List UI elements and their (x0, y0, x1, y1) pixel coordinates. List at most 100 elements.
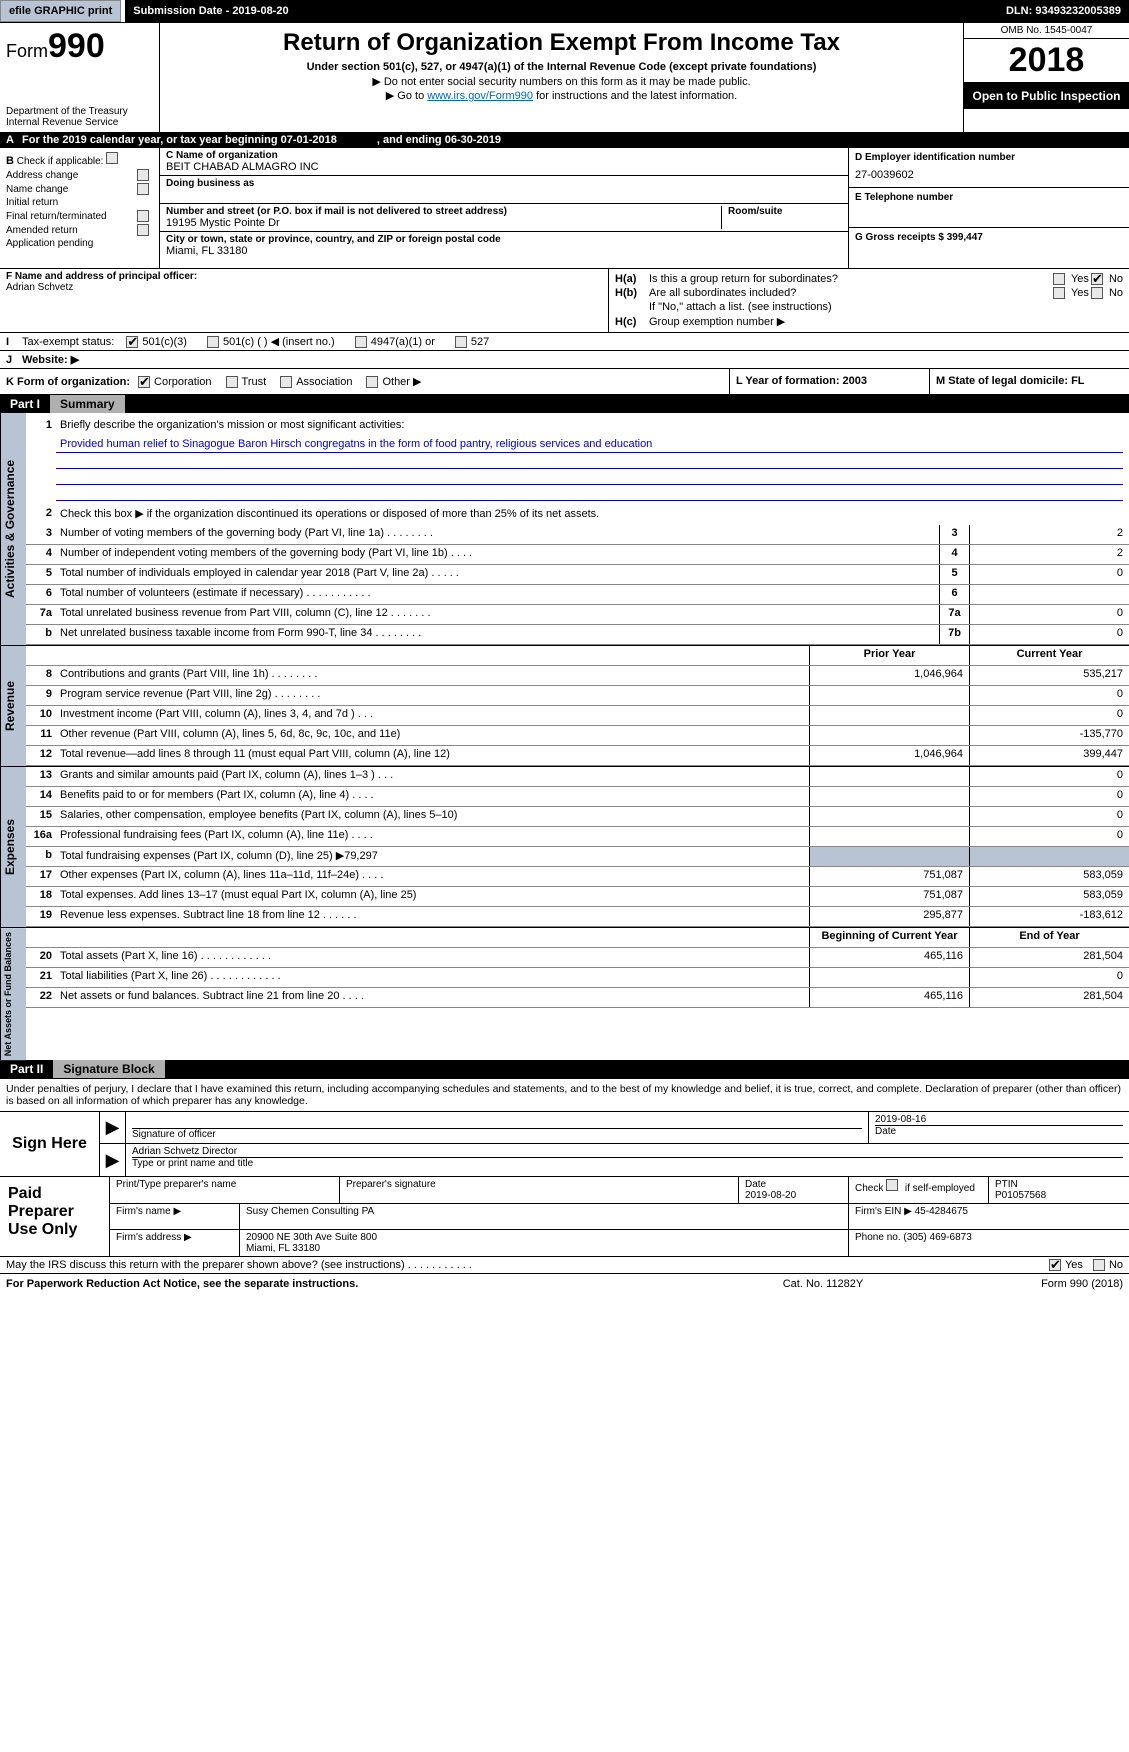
opt-501c: 501(c) ( ) ◀ (insert no.) (223, 335, 335, 348)
prep-date-value: 2019-08-20 (745, 1190, 842, 1201)
sign-date: 2019-08-16 (875, 1114, 1123, 1125)
phone-label: E Telephone number (855, 192, 1123, 203)
table-row: 12Total revenue—add lines 8 through 11 (… (26, 746, 1129, 766)
ein-label: D Employer identification number (855, 152, 1123, 163)
row-j: J Website: ▶ (0, 350, 1129, 368)
column-c: C Name of organization BEIT CHABAD ALMAG… (160, 148, 849, 268)
row-desc: Total assets (Part X, line 16) . . . . .… (56, 948, 809, 967)
row-desc: Net assets or fund balances. Subtract li… (56, 988, 809, 1007)
dba-label: Doing business as (166, 178, 842, 189)
row-current: 0 (969, 807, 1129, 826)
line-1-desc: Briefly describe the organization's miss… (56, 417, 1129, 437)
row-num: 13 (26, 767, 56, 786)
row-value: 0 (969, 625, 1129, 644)
ptin-value: P01057568 (995, 1190, 1123, 1201)
row-j-tag: J (6, 354, 22, 366)
h-a-text: Is this a group return for subordinates? (649, 273, 838, 285)
checkbox-corp[interactable] (138, 376, 150, 388)
room-label: Room/suite (728, 206, 842, 217)
checkbox-hb-yes[interactable] (1053, 287, 1065, 299)
table-row: 8Contributions and grants (Part VIII, li… (26, 666, 1129, 686)
k-form-org: K Form of organization: Corporation Trus… (0, 369, 729, 394)
checkbox-final[interactable] (137, 210, 149, 222)
form-title: Return of Organization Exempt From Incom… (168, 29, 955, 57)
checkbox-address[interactable] (137, 169, 149, 181)
row-value: 0 (969, 565, 1129, 584)
prep-name-header: Print/Type preparer's name (110, 1177, 340, 1203)
checkbox-4947[interactable] (355, 336, 367, 348)
addr-value: 19195 Mystic Pointe Dr (166, 217, 715, 229)
row-f-h: F Name and address of principal officer:… (0, 268, 1129, 332)
row-num: b (26, 847, 56, 866)
governance-section: Activities & Governance 1 Briefly descri… (0, 413, 1129, 645)
row-prior (809, 807, 969, 826)
row-desc: Salaries, other compensation, employee b… (56, 807, 809, 826)
row-current: -135,770 (969, 726, 1129, 745)
part-2-title: Signature Block (53, 1060, 164, 1078)
checkbox-ha-no[interactable] (1091, 273, 1103, 285)
table-row: 9Program service revenue (Part VIII, lin… (26, 686, 1129, 706)
checkbox-501c3[interactable] (126, 336, 138, 348)
k-label: K Form of organization: (6, 376, 130, 388)
side-tab-governance: Activities & Governance (0, 413, 26, 645)
row-prior: 1,046,964 (809, 666, 969, 685)
row-box: 4 (939, 545, 969, 564)
form-prefix: Form (6, 41, 48, 61)
checkbox-discuss-no[interactable] (1093, 1259, 1105, 1271)
part-1-tag: Part I (0, 395, 50, 413)
irs-link[interactable]: www.irs.gov/Form990 (427, 90, 533, 102)
checkbox-discuss-yes[interactable] (1049, 1259, 1061, 1271)
column-b: B Check if applicable: Address change Na… (0, 148, 160, 268)
row-prior: 751,087 (809, 867, 969, 886)
checkbox-self-employed[interactable] (886, 1179, 898, 1191)
row-desc: Other revenue (Part VIII, column (A), li… (56, 726, 809, 745)
net-assets-section: Net Assets or Fund Balances Beginning of… (0, 927, 1129, 1060)
mission-blank-3 (56, 485, 1123, 501)
row-current: 281,504 (969, 988, 1129, 1007)
row-current (969, 847, 1129, 866)
row-num: 22 (26, 988, 56, 1007)
part-2-tag: Part II (0, 1060, 53, 1078)
h-b-note: If "No," attach a list. (see instruction… (649, 301, 832, 313)
part-1-title: Summary (50, 395, 125, 413)
efile-button[interactable]: efile GRAPHIC print (0, 0, 121, 22)
checkbox-527[interactable] (455, 336, 467, 348)
city-label: City or town, state or province, country… (166, 234, 842, 245)
dln-label: DLN: 93493232005389 (998, 0, 1129, 22)
website-label: Website: ▶ (22, 353, 79, 366)
checkbox-501c[interactable] (207, 336, 219, 348)
table-row: 19Revenue less expenses. Subtract line 1… (26, 907, 1129, 927)
row-box: 7b (939, 625, 969, 644)
checkbox-assoc[interactable] (280, 376, 292, 388)
row-current: 583,059 (969, 867, 1129, 886)
checkbox-other[interactable] (366, 376, 378, 388)
row-num: 4 (26, 545, 56, 564)
row-desc: Number of voting members of the governin… (56, 525, 939, 544)
ein-value: 27-0039602 (855, 169, 1123, 181)
row-num: b (26, 625, 56, 644)
checkbox-trust[interactable] (226, 376, 238, 388)
part-1-header: Part I Summary (0, 395, 1129, 413)
m-domicile: M State of legal domicile: FL (929, 369, 1129, 394)
officer-name: Adrian Schvetz (6, 282, 602, 293)
row-prior: 1,046,964 (809, 746, 969, 765)
table-row: 5Total number of individuals employed in… (26, 565, 1129, 585)
sign-here-label: Sign Here (0, 1112, 100, 1176)
dept-irs: Internal Revenue Service (6, 117, 153, 128)
header-note-1: ▶ Do not enter social security numbers o… (168, 75, 955, 88)
checkbox-hb-no[interactable] (1091, 287, 1103, 299)
row-num: 12 (26, 746, 56, 765)
checkbox-applicable[interactable] (106, 152, 118, 164)
table-row: 13Grants and similar amounts paid (Part … (26, 767, 1129, 787)
checkbox-ha-yes[interactable] (1053, 273, 1065, 285)
line-2-text: Check this box ▶ if the organization dis… (60, 508, 599, 520)
checkbox-amended[interactable] (137, 224, 149, 236)
line-a-tag: A (6, 134, 22, 146)
firm-phone: (305) 469-6873 (903, 1232, 971, 1243)
checkbox-name[interactable] (137, 183, 149, 195)
opt-other: Other ▶ (382, 375, 421, 388)
row-prior: 465,116 (809, 988, 969, 1007)
note2-post: for instructions and the latest informat… (533, 90, 737, 102)
header-center: Return of Organization Exempt From Incom… (160, 23, 964, 132)
firm-addr2: Miami, FL 33180 (246, 1243, 842, 1254)
